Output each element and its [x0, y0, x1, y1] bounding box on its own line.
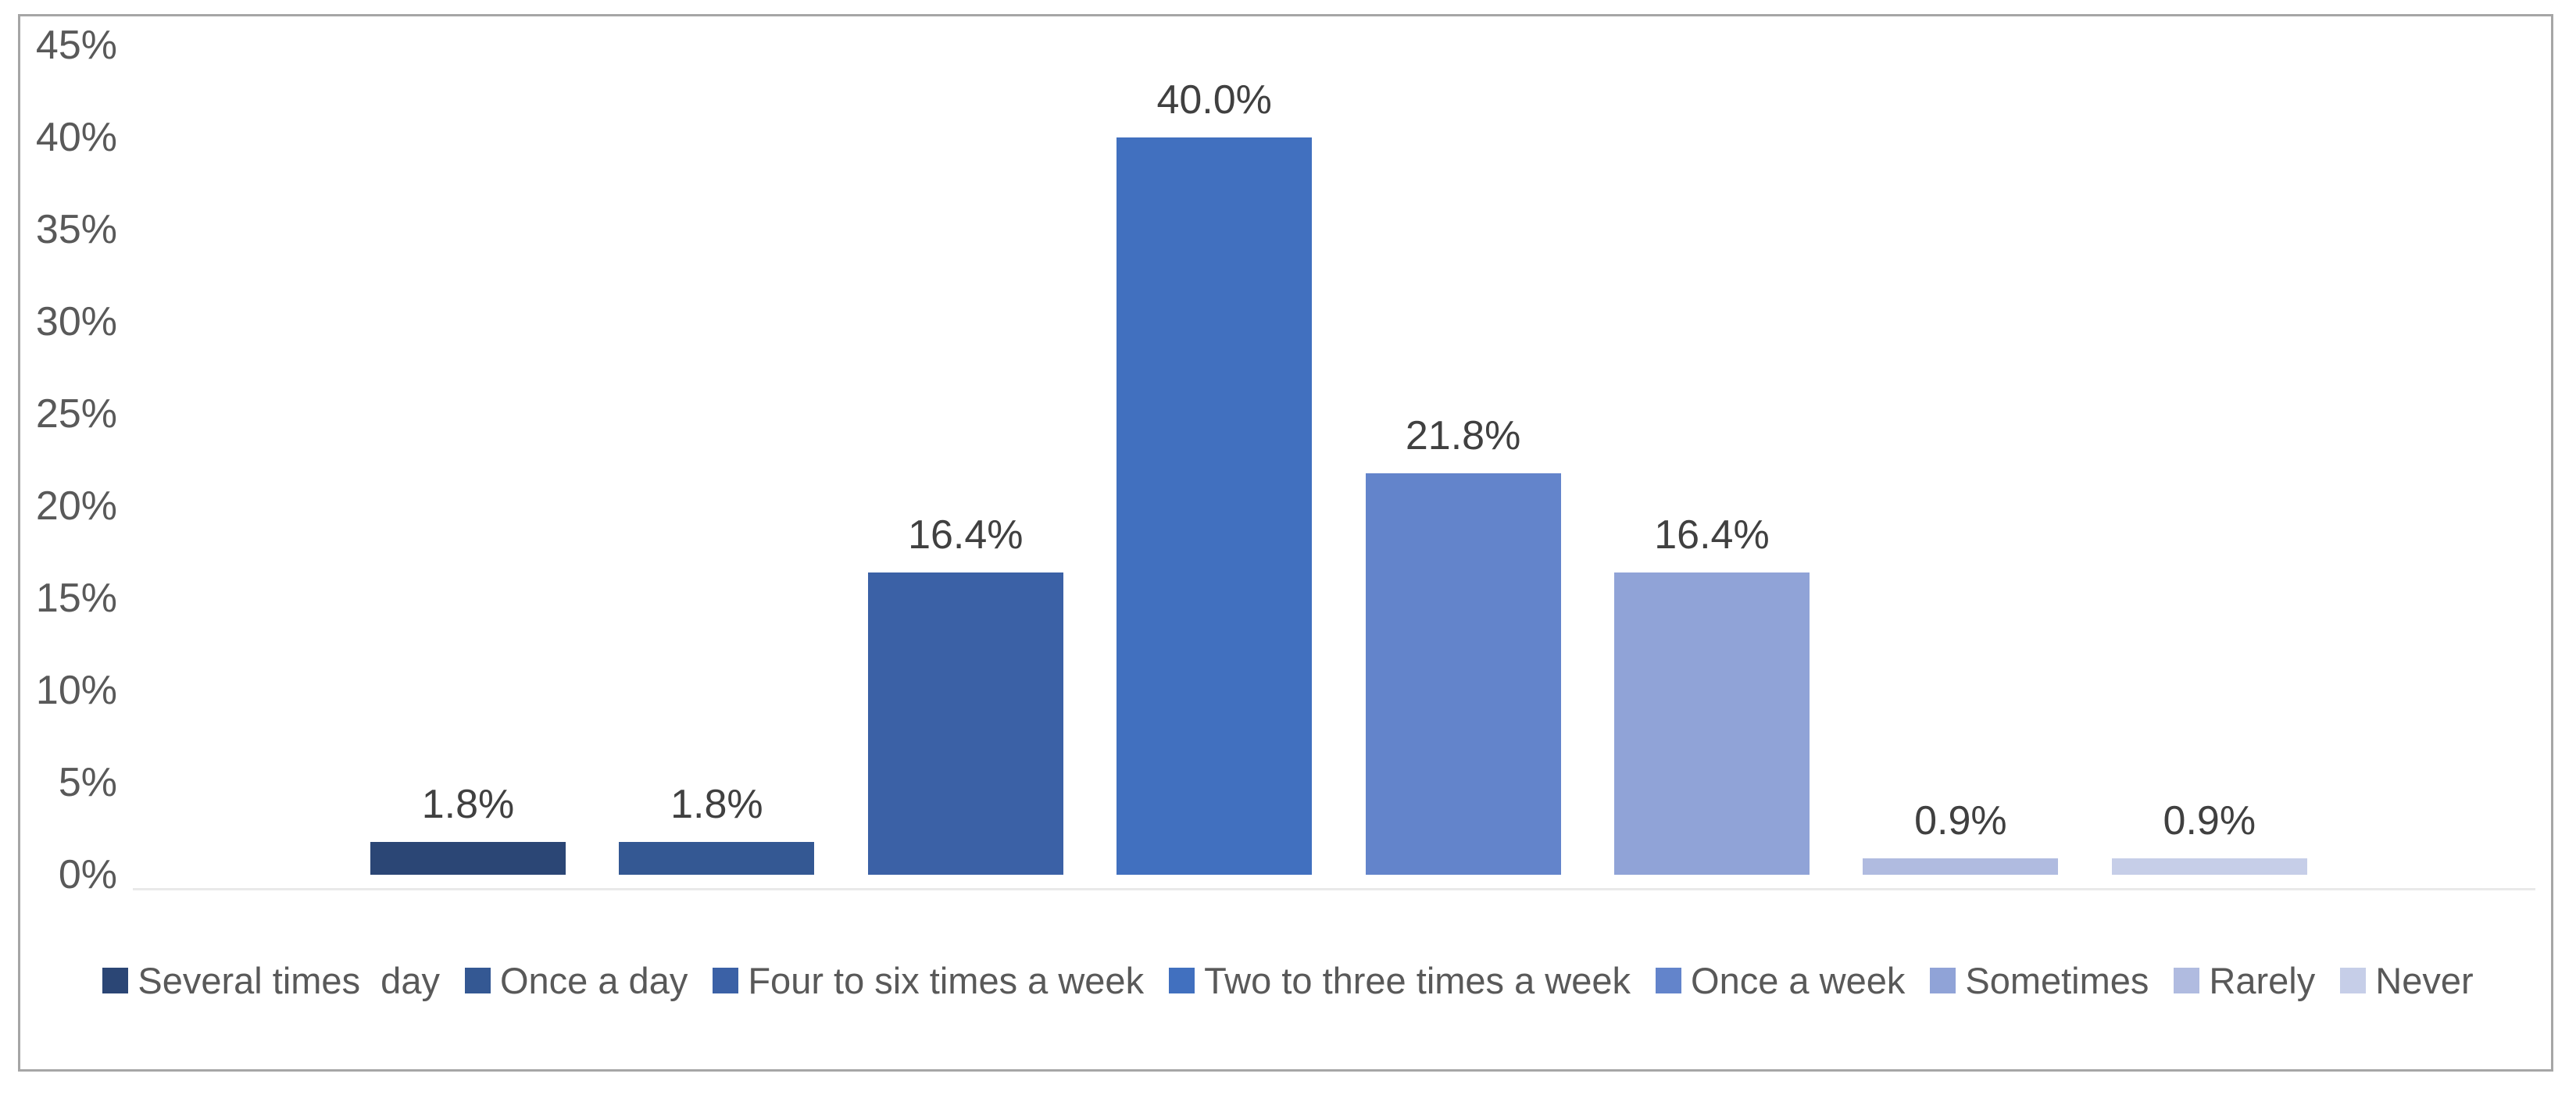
bar-4 [1117, 137, 1313, 875]
x-axis-line [133, 888, 2535, 890]
bar-data-label: 1.8% [421, 781, 515, 827]
legend-swatch-icon [2340, 968, 2367, 993]
bar-data-label: 0.9% [1914, 797, 2007, 844]
legend-item: Once a day [464, 959, 688, 1002]
bar-8 [2111, 858, 2307, 875]
legend-item: Two to three times a week [1169, 959, 1631, 1002]
bar-3 [867, 572, 1063, 875]
bar-5 [1365, 473, 1561, 875]
legend-item: Four to six times a week [713, 959, 1144, 1002]
legend-swatch-icon [464, 968, 491, 993]
bar-data-label: 21.8% [1405, 412, 1521, 458]
legend-label: Once a day [499, 960, 688, 1001]
legend-item: Sometimes [1930, 959, 2149, 1002]
legend: Several times day Once a day Four to six t… [31, 959, 2545, 1002]
legend-label: Once a week [1691, 960, 1906, 1001]
bar-data-label: 16.4% [908, 512, 1024, 558]
y-tick-label: 5% [58, 760, 117, 805]
y-tick-label: 45% [35, 23, 117, 68]
y-tick-label: 40% [35, 115, 117, 160]
bar-1 [370, 841, 566, 875]
legend-label: Four to six times a week [748, 960, 1145, 1001]
bar-6 [1614, 572, 1810, 875]
legend-item: Never [2340, 959, 2474, 1002]
y-tick-label: 35% [35, 207, 117, 252]
legend-item: Rarely [2174, 959, 2315, 1002]
legend-item: Several times day [102, 959, 440, 1002]
legend-label: Never [2375, 960, 2474, 1001]
legend-item: Once a week [1656, 959, 1905, 1002]
legend-swatch-icon [713, 968, 739, 993]
y-tick-label: 30% [35, 299, 117, 344]
y-tick-label: 0% [58, 852, 117, 897]
y-tick-label: 20% [35, 483, 117, 529]
bar-data-label: 0.9% [2163, 797, 2256, 844]
legend-swatch-icon [1169, 968, 1195, 993]
legend-swatch-icon [1656, 968, 1682, 993]
bar-data-label: 40.0% [1156, 77, 1272, 123]
legend-label: Two to three times a week [1204, 960, 1631, 1001]
legend-label: Several times day [138, 960, 440, 1001]
bar-7 [1863, 858, 2059, 875]
legend-swatch-icon [102, 968, 129, 993]
y-tick-label: 25% [35, 391, 117, 437]
legend-label: Sometimes [1965, 960, 2149, 1001]
legend-swatch-icon [1930, 968, 1956, 993]
y-tick-label: 10% [35, 668, 117, 713]
y-tick-label: 15% [35, 576, 117, 621]
bar-data-label: 16.4% [1654, 512, 1770, 558]
bar-data-label: 1.8% [670, 781, 763, 827]
bar-2 [619, 841, 815, 875]
legend-swatch-icon [2174, 968, 2200, 993]
legend-label: Rarely [2209, 960, 2316, 1001]
